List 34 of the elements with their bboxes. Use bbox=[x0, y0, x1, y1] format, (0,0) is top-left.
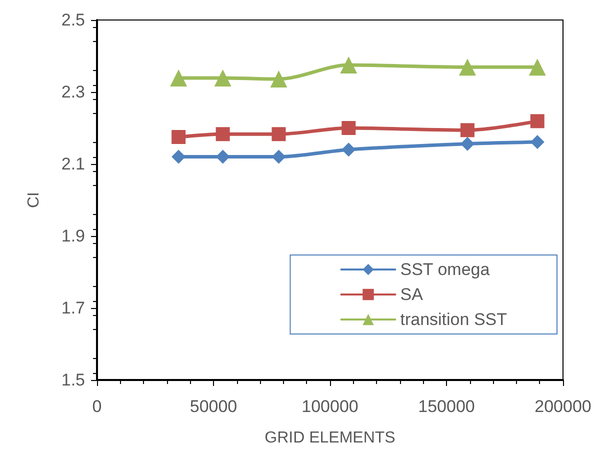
legend-label: transition SST bbox=[400, 310, 507, 329]
y-tick-label: 1.9 bbox=[61, 226, 85, 246]
point bbox=[342, 142, 356, 157]
y-tick-label: 1.5 bbox=[61, 370, 85, 390]
point bbox=[172, 150, 186, 164]
point bbox=[530, 114, 544, 128]
point bbox=[458, 58, 476, 76]
x-tick-label: 200000 bbox=[534, 397, 592, 416]
y-axis-title: CI bbox=[26, 192, 42, 208]
point bbox=[214, 69, 232, 86]
y-tick-label: 2.1 bbox=[61, 154, 85, 174]
point bbox=[528, 58, 546, 76]
point bbox=[342, 121, 356, 135]
point bbox=[170, 69, 188, 86]
y-tick-label: 2.5 bbox=[61, 10, 85, 30]
x-tick-label: 100000 bbox=[302, 397, 358, 416]
point bbox=[460, 123, 474, 138]
point bbox=[530, 135, 544, 150]
point bbox=[460, 136, 474, 151]
y-tick-label: 2.3 bbox=[61, 82, 85, 102]
legend-label: SA bbox=[400, 285, 424, 304]
point bbox=[216, 150, 230, 164]
x-tick-label: 50000 bbox=[190, 397, 238, 416]
x-tick-label: 150000 bbox=[418, 397, 475, 416]
legend-label: SST omega bbox=[400, 260, 490, 279]
x-tick-label: 0 bbox=[92, 397, 102, 416]
x-axis-title: GRID ELEMENTS bbox=[264, 430, 396, 446]
point bbox=[272, 150, 286, 164]
point bbox=[216, 127, 230, 142]
point bbox=[270, 70, 288, 88]
y-tick-label: 1.7 bbox=[61, 298, 85, 318]
point bbox=[272, 127, 286, 142]
point bbox=[172, 130, 186, 144]
point bbox=[340, 56, 358, 74]
